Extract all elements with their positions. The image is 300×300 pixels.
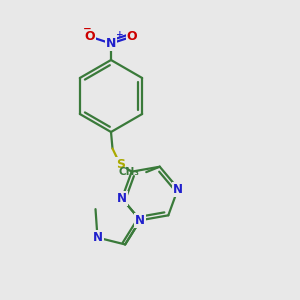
Text: O: O bbox=[85, 30, 95, 43]
Text: N: N bbox=[117, 192, 127, 205]
Text: N: N bbox=[135, 214, 145, 227]
Text: −: − bbox=[83, 23, 92, 34]
Text: +: + bbox=[116, 30, 124, 39]
Text: CH₃: CH₃ bbox=[118, 167, 140, 177]
Text: N: N bbox=[93, 231, 103, 244]
Text: O: O bbox=[127, 30, 137, 43]
Text: N: N bbox=[106, 37, 116, 50]
Text: N: N bbox=[173, 183, 183, 196]
Text: S: S bbox=[116, 158, 125, 171]
